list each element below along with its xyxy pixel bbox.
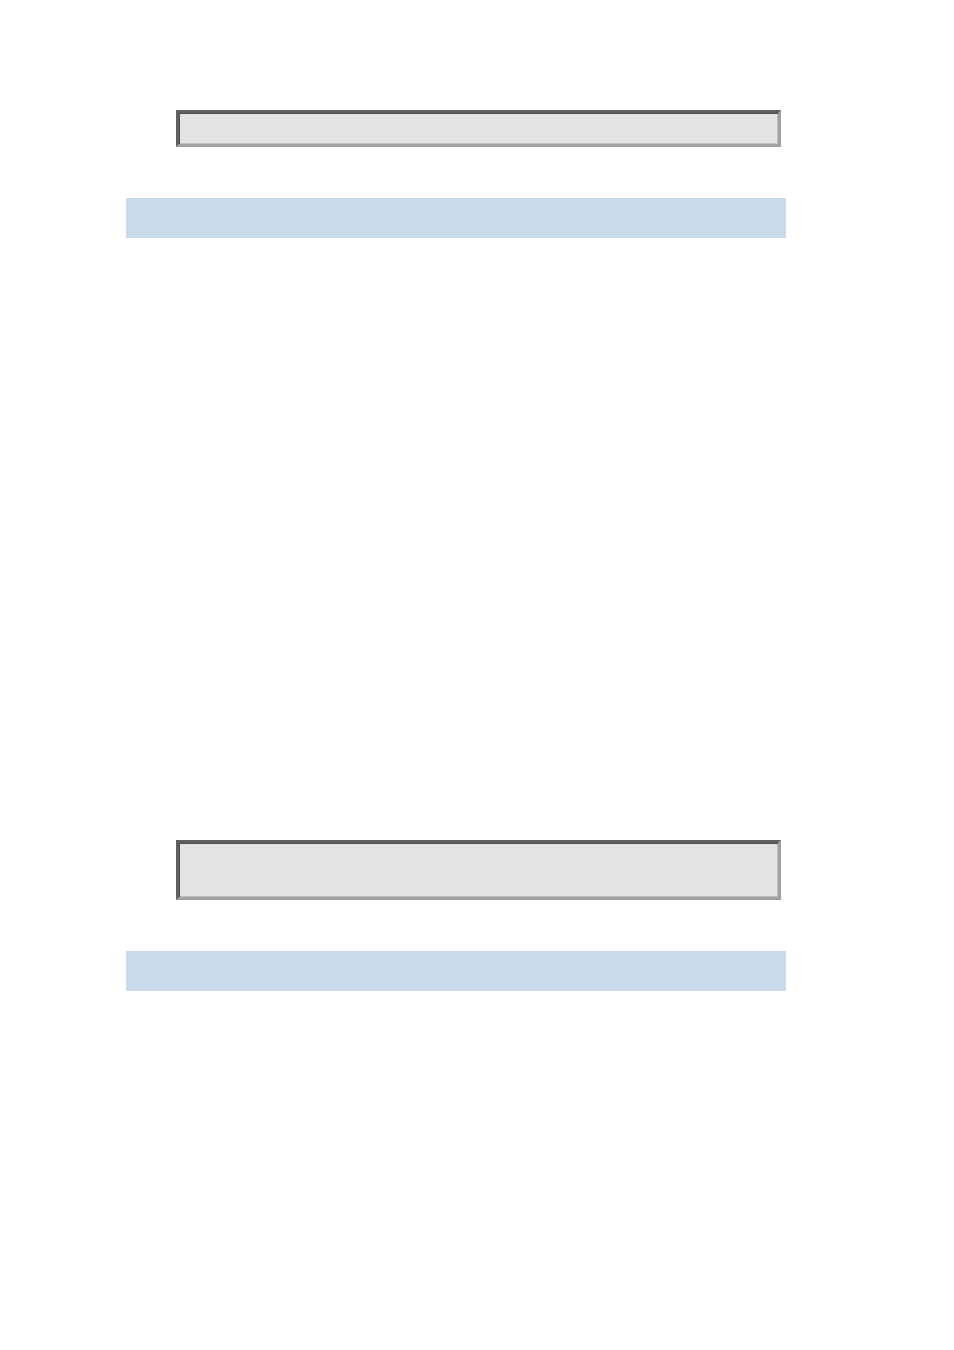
code-block-1 [176,110,781,147]
section-header-bar-1 [126,198,786,238]
code-block-2 [176,840,781,900]
section-header-bar-2 [126,951,786,991]
